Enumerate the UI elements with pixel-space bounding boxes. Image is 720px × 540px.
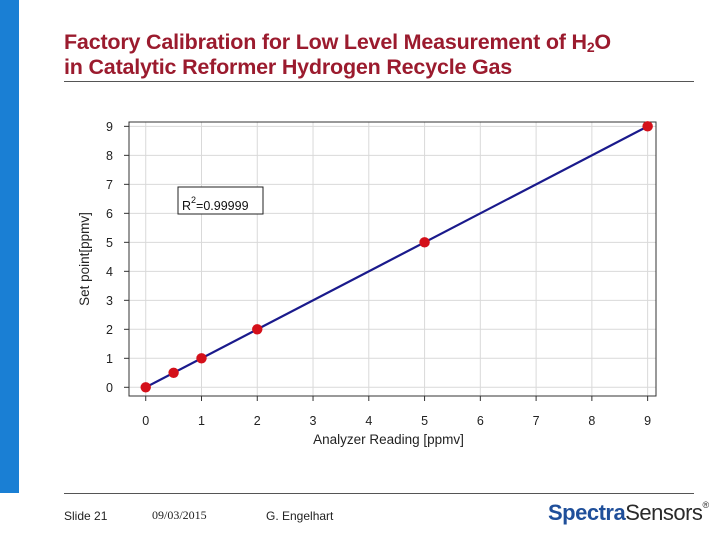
slide-date: 09/03/2015 [152,508,207,522]
title-subscript: 2 [586,39,595,55]
y-tick-label: 1 [106,352,113,366]
y-tick-label: 3 [106,294,113,308]
y-tick-label: 9 [106,120,113,134]
title-divider [64,81,694,82]
logo-spectra: Spectra [548,500,626,525]
r-squared-superscript: 2 [191,195,196,205]
y-tick-label: 8 [106,149,113,163]
data-point [140,382,151,393]
data-point [642,121,653,132]
data-point [168,367,179,379]
data-point [252,324,263,335]
x-tick-label: 0 [142,414,149,428]
footer-divider [64,493,694,494]
x-tick-label: 6 [477,414,484,428]
grid-layer [129,122,656,396]
r-squared-label: R2=0.99999 [182,195,249,213]
slide-title: Factory Calibration for Low Level Measur… [64,30,704,80]
title-line1-prefix: Factory Calibration for Low Level Measur… [64,30,587,54]
fit-line [145,125,649,389]
y-tick-label: 6 [106,207,113,221]
x-tick-label: 9 [644,414,651,428]
x-tick-label: 7 [533,414,540,428]
logo-sensors: Sensors [625,500,703,525]
y-tick-label: 2 [106,323,113,337]
logo-trademark: ® [702,500,709,510]
y-axis-label: Set point[ppmv] [77,212,92,306]
x-tick-label: 1 [198,414,205,428]
accent-sidebar-bar [0,0,19,493]
r-squared-box [177,186,264,215]
x-tick-label: 4 [365,414,372,428]
plot-frame [128,121,657,397]
points-layer [140,121,653,393]
spectrasensors-logo: SpectraSensors® [548,500,709,526]
r-squared-annotation: R2=0.99999 [177,186,264,215]
y-tick-label: 0 [106,381,113,395]
data-point [419,237,430,248]
x-tick-label: 8 [588,414,595,428]
x-tick-label: 2 [254,414,261,428]
title-line1-suffix: O [594,30,611,54]
y-tick-label: 7 [106,178,113,192]
r-squared-value: =0.99999 [196,199,249,213]
data-point [196,353,207,364]
title-line2: in Catalytic Reformer Hydrogen Recycle G… [64,55,513,79]
slide-author: G. Engelhart [266,509,334,523]
slide-number: Slide 21 [64,509,108,523]
x-axis-label: Analyzer Reading [ppmv] [313,432,464,447]
axes-layer: 0 1 2 3 4 5 6 7 8 9 0 1 2 3 4 5 6 7 8 9 [106,120,651,428]
x-tick-label: 5 [421,414,428,428]
r-squared-prefix: R [182,199,191,213]
y-tick-label: 4 [106,265,113,279]
y-tick-label: 5 [106,236,113,250]
x-tick-label: 3 [310,414,317,428]
